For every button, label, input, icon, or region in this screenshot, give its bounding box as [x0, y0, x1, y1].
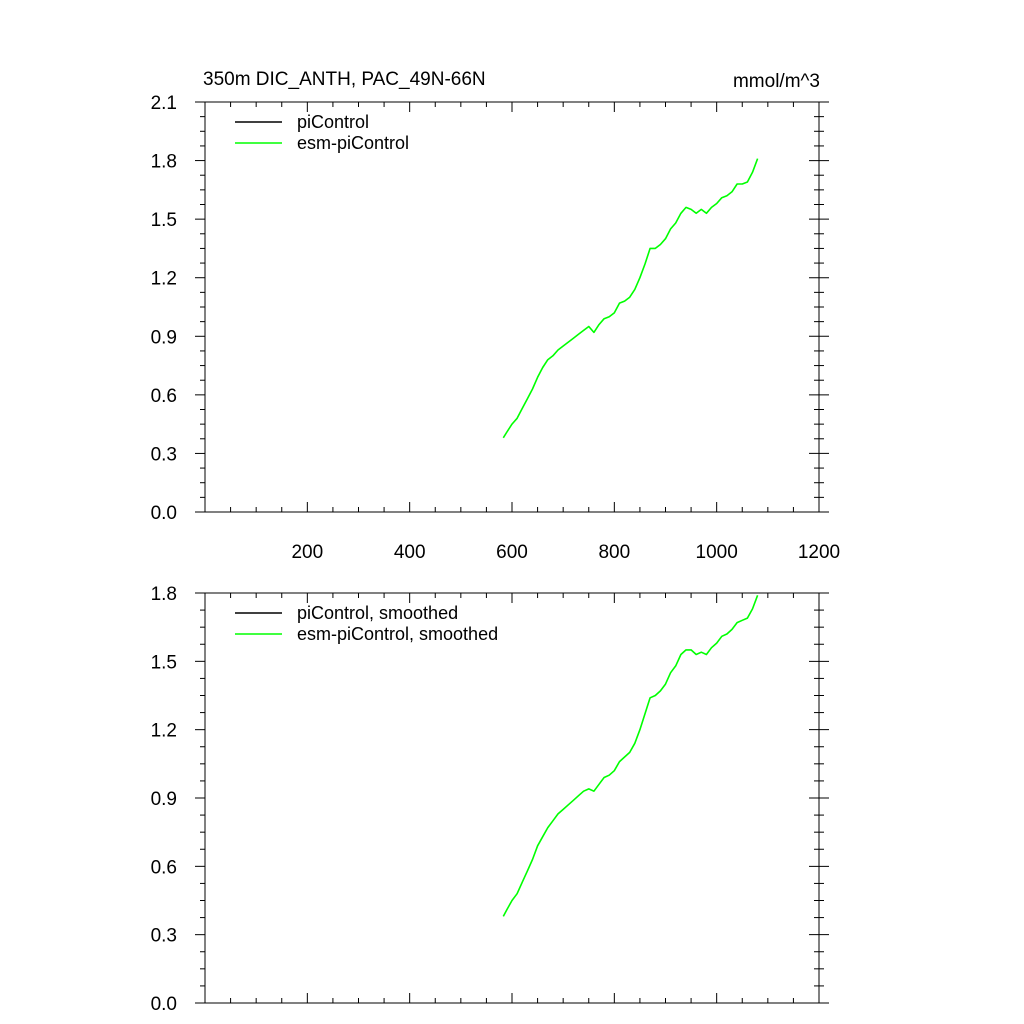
- legend-label-picontrol: piControl: [297, 112, 369, 132]
- top-x-tick-label: 1000: [696, 542, 738, 563]
- top-y-tick-label: 0.9: [151, 327, 177, 348]
- bottom-legend: piControl, smoothed esm-piControl, smoot…: [235, 603, 498, 644]
- top-chart-units: mmol/m^3: [733, 71, 820, 92]
- bottom-y-tick-label: 1.2: [151, 721, 177, 742]
- bottom-axis-ticks: 0.0 0.3 0.6 0.9 1.2 1.5 1.8: [151, 584, 829, 1015]
- bottom-y-tick-label: 0.0: [151, 994, 177, 1015]
- top-panel: 350m DIC_ANTH, PAC_49N-66N mmol/m^3 200 4…: [151, 69, 841, 563]
- bottom-y-tick-label: 1.5: [151, 652, 177, 673]
- top-y-tick-label: 1.8: [151, 152, 177, 173]
- top-y-tick-label: 0.3: [151, 444, 177, 465]
- top-axis-ticks: 200 400 600 800 1000 1200 0.0 0.3 0.6 0.9 1.2 1.5 1.…: [151, 93, 841, 563]
- top-legend: piControl esm-piControl: [235, 112, 409, 153]
- series-line-esm-picontrol: [502, 158, 759, 439]
- bottom-y-tick-label: 0.6: [151, 857, 177, 878]
- top-y-tick-label: 1.2: [151, 269, 177, 290]
- bottom-y-tick-label: 0.3: [151, 926, 177, 947]
- top-x-tick-label: 200: [291, 542, 323, 563]
- series-line-esm-picontrol-smoothed: [502, 595, 759, 917]
- top-y-tick-label: 0.6: [151, 386, 177, 407]
- top-y-tick-label: 2.1: [151, 93, 177, 114]
- bottom-y-tick-label: 1.8: [151, 584, 177, 605]
- top-x-tick-label: 800: [598, 542, 630, 563]
- top-chart-title: 350m DIC_ANTH, PAC_49N-66N: [203, 69, 486, 90]
- bottom-panel: 0.0 0.3 0.6 0.9 1.2 1.5 1.8 piControl, smoothe…: [151, 584, 829, 1015]
- top-x-tick-label: 1200: [798, 542, 840, 563]
- top-y-tick-label: 0.0: [151, 503, 177, 524]
- top-series-lines: [502, 158, 759, 439]
- top-y-tick-label: 1.5: [151, 210, 177, 231]
- legend-label-esm-picontrol: esm-piControl: [297, 133, 409, 153]
- bottom-series-lines: [502, 595, 759, 917]
- top-x-tick-label: 400: [394, 542, 426, 563]
- legend-label-picontrol-smoothed: piControl, smoothed: [297, 603, 458, 623]
- bottom-y-tick-label: 0.9: [151, 789, 177, 810]
- top-x-tick-label: 600: [496, 542, 528, 563]
- legend-label-esm-picontrol-smoothed: esm-piControl, smoothed: [297, 624, 498, 644]
